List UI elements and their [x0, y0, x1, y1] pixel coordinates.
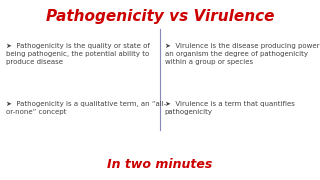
Text: Pathogenicity vs Virulence: Pathogenicity vs Virulence [46, 9, 274, 24]
Text: ➤  Pathogenicity is the quality or state of
being pathogenic, the potential abil: ➤ Pathogenicity is the quality or state … [6, 43, 150, 65]
Text: ➤  Virulence is the disease producing power of
an organism the degree of pathoge: ➤ Virulence is the disease producing pow… [165, 43, 320, 65]
Text: ➤  Virulence is a term that quantifies
pathogenicity: ➤ Virulence is a term that quantifies pa… [165, 101, 295, 115]
Text: In two minutes: In two minutes [107, 158, 213, 171]
Text: ➤  Pathogenicity is a qualitative term, an “all-
or-none” concept: ➤ Pathogenicity is a qualitative term, a… [6, 101, 167, 115]
